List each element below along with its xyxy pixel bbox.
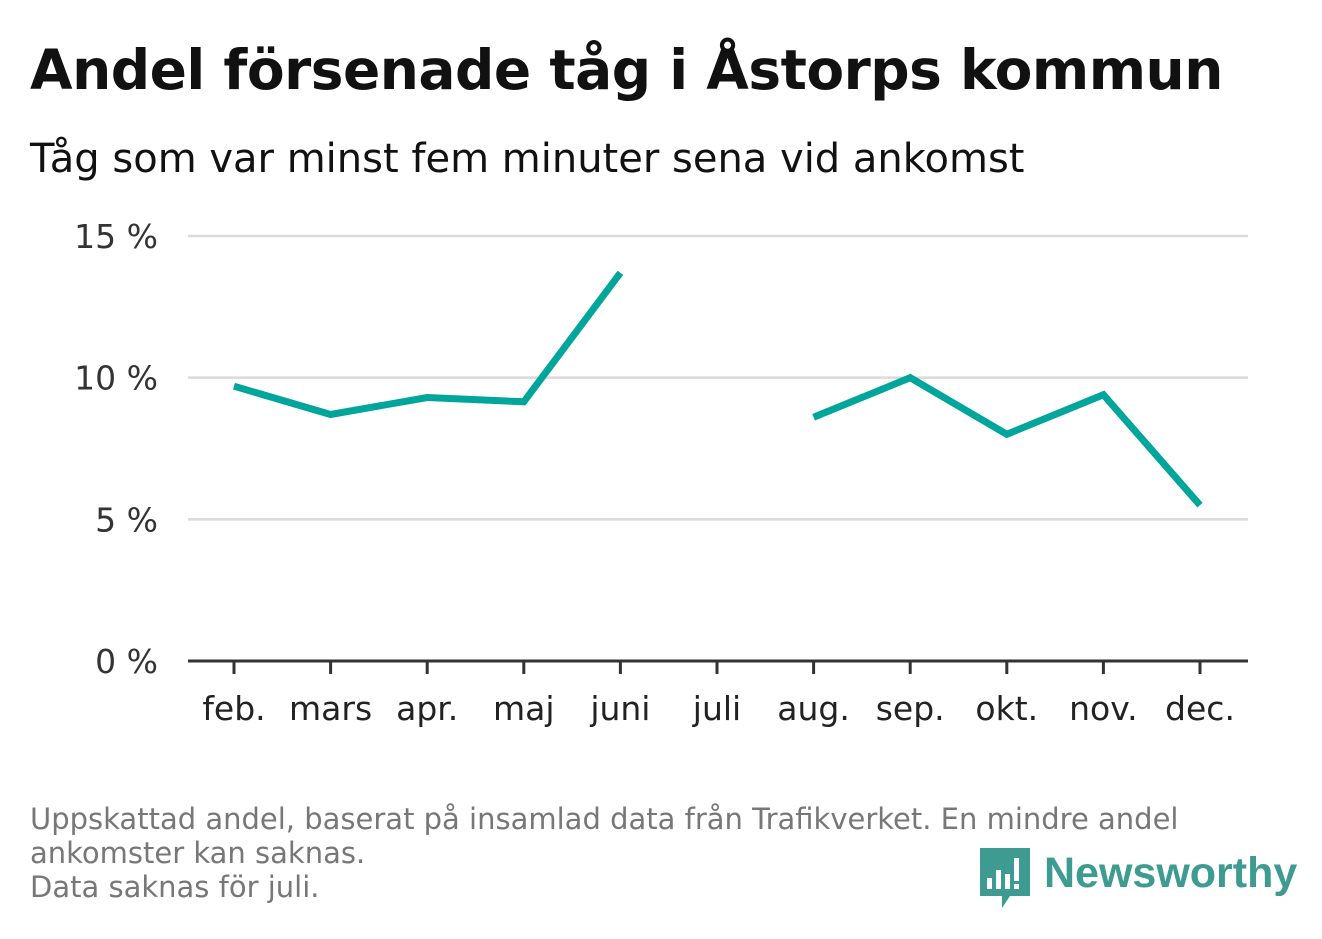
- chart-subtitle: Tåg som var minst fem minuter sena vid a…: [30, 136, 1025, 182]
- x-tick-label: juni: [589, 689, 650, 728]
- x-tick-label: maj: [493, 689, 555, 728]
- x-tick-label: juli: [692, 689, 741, 728]
- y-tick-label: 10 %: [74, 359, 158, 398]
- x-tick-label: sep.: [876, 689, 945, 728]
- x-tick-label: feb.: [202, 689, 265, 728]
- series-line-segment: [812, 373, 1203, 508]
- x-tick-label: okt.: [975, 689, 1038, 728]
- grid-lines: [188, 234, 1248, 521]
- x-axis-labels: feb. mars apr. maj juni juli aug. sep. okt. nov. d…: [202, 689, 1235, 728]
- brand-name: Newsworthy: [1044, 849, 1298, 897]
- newsworthy-logo-icon: [980, 848, 1030, 908]
- footnote: Uppskattad andel, baserat på insamlad da…: [30, 802, 1280, 904]
- x-axis: [188, 659, 1248, 674]
- x-tick-label: nov.: [1069, 689, 1138, 728]
- y-tick-label: 0 %: [95, 642, 158, 681]
- footnote-line-3: Data saknas för juli.: [30, 870, 320, 904]
- series-line-segment: [233, 270, 624, 419]
- x-tick-label: aug.: [777, 689, 850, 728]
- chart-title: Andel försenade tåg i Åstorps kommun: [30, 38, 1223, 102]
- brand-logo: Newsworthy: [980, 848, 1297, 910]
- y-tick-label: 5 %: [95, 500, 158, 539]
- footnote-line-2: ankomster kan saknas.: [30, 836, 366, 870]
- y-axis-labels: 0 % 5 % 10 % 15 %: [74, 217, 158, 681]
- x-tick-label: dec.: [1165, 689, 1235, 728]
- x-tick-label: apr.: [396, 689, 458, 728]
- series-lines: [233, 270, 1203, 508]
- footnote-line-1: Uppskattad andel, baserat på insamlad da…: [30, 802, 1179, 836]
- y-tick-label: 15 %: [74, 217, 158, 256]
- x-tick-label: mars: [289, 689, 372, 728]
